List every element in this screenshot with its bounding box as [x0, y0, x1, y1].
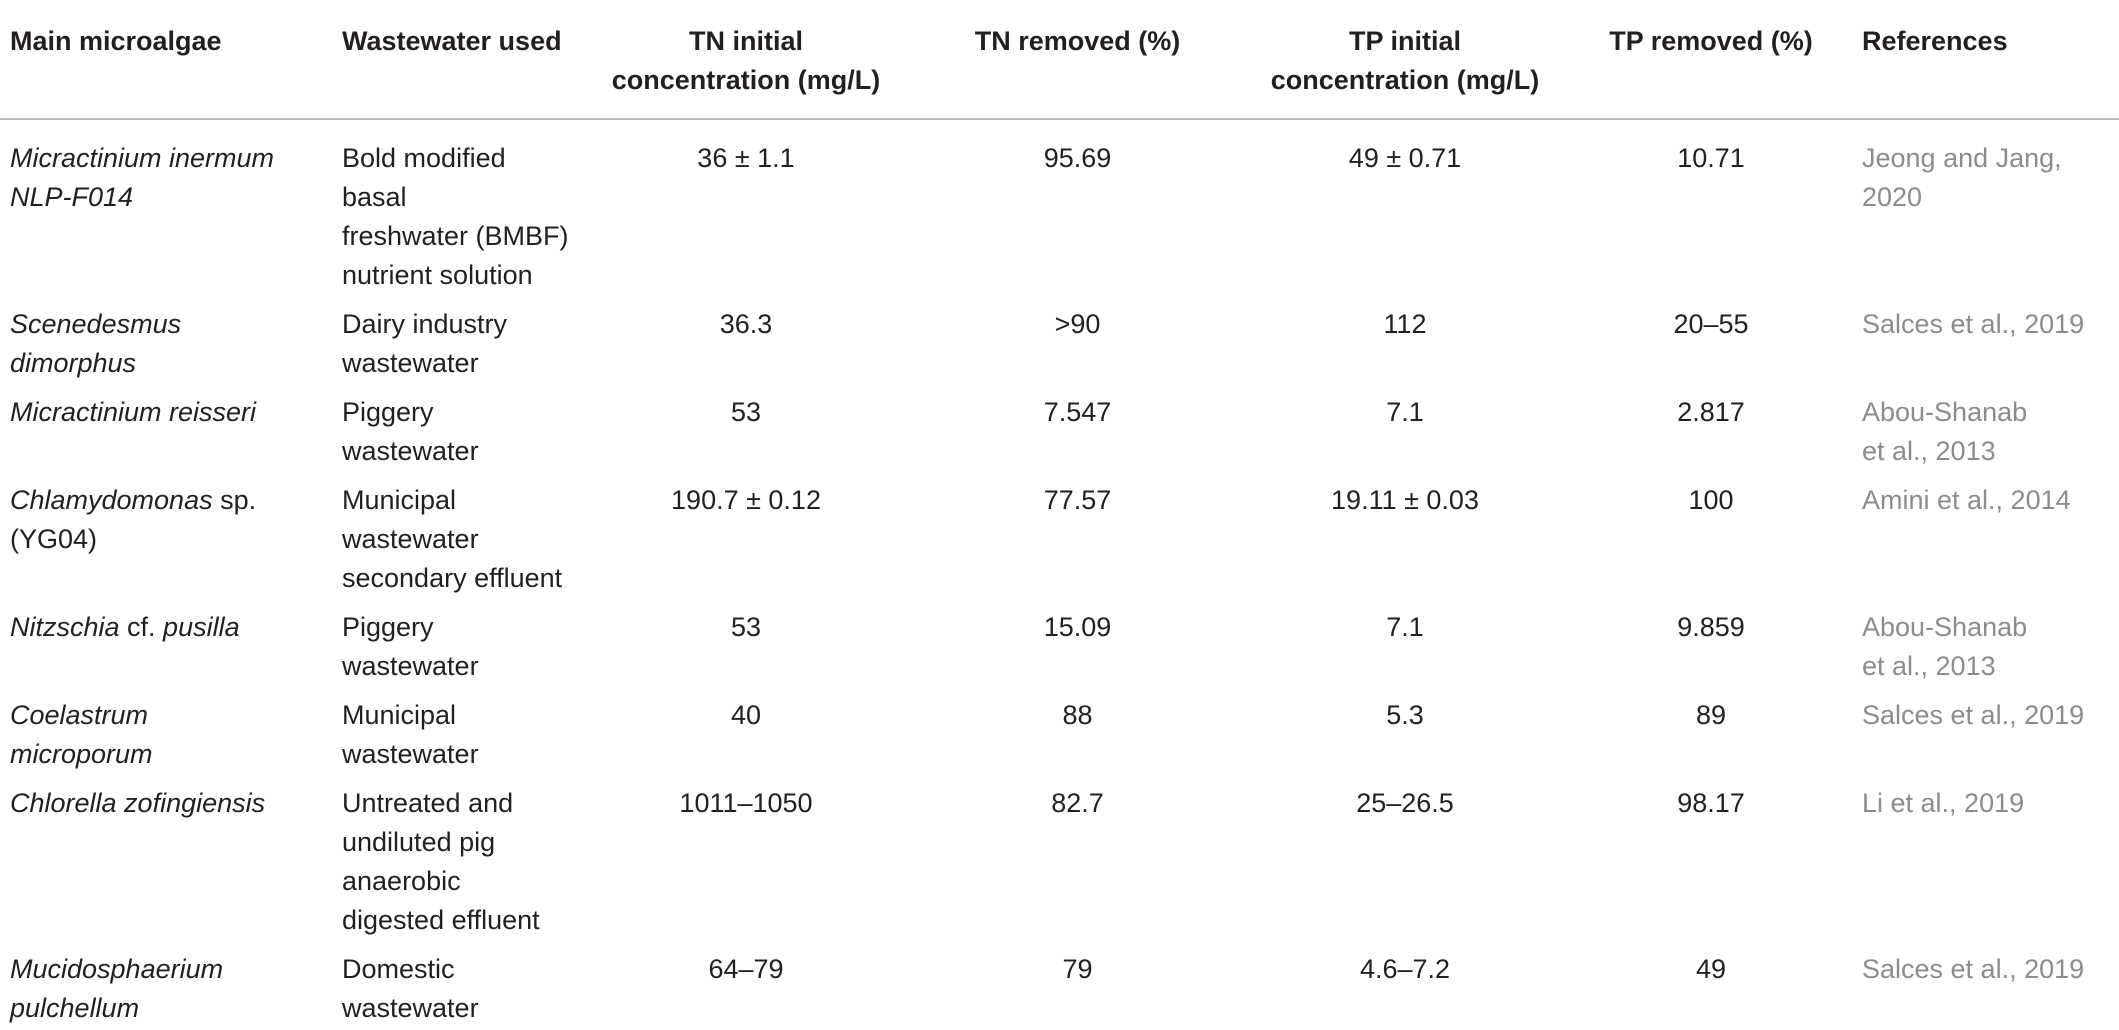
header-tn-initial-line2: concentration (mg/L) — [611, 65, 881, 95]
cell-tn-removed: 95.69 — [1043, 143, 1112, 173]
cell-wastewater: Piggery wastewater — [342, 397, 479, 466]
cell-tp-initial: 25–26.5 — [1356, 788, 1454, 818]
header-tn-removed: TN removed (%) — [915, 0, 1240, 120]
table-row: Chlorella zofingiensis Untreated and undi… — [0, 776, 2119, 942]
cell-microalgae: Chlamydomonas sp. (YG04) — [10, 485, 257, 554]
table-row: Scenedesmus dimorphus Dairy industry waste… — [0, 297, 2119, 385]
cell-wastewater: Bold modified basal freshwater (BMBF) nutr… — [342, 143, 569, 290]
cell-tp-removed: 89 — [1695, 700, 1727, 730]
cell-tn-initial: 190.7 ± 0.12 — [671, 485, 821, 515]
header-tp-removed: TP removed (%) — [1570, 0, 1852, 120]
cell-tp-removed: 9.859 — [1677, 612, 1745, 642]
cell-tn-removed: 77.57 — [1043, 485, 1112, 515]
cell-tn-initial: 40 — [730, 700, 762, 730]
header-row: Main microalgae Wastewater used TN initi… — [0, 0, 2119, 120]
cell-tn-removed: >90 — [1054, 309, 1101, 339]
cell-wastewater: Domestic wastewater — [342, 954, 479, 1023]
header-tn-initial-line1: TN initial — [689, 26, 803, 56]
cell-microalgae: Scenedesmus dimorphus — [10, 309, 182, 378]
cell-wastewater: Untreated and undiluted pig anaerobic dige… — [342, 788, 540, 935]
table-row: Mucidosphaerium pulchellum Domestic waste… — [0, 942, 2119, 1030]
cell-tn-removed: 79 — [1062, 954, 1093, 984]
cell-tp-initial: 19.11 ± 0.03 — [1331, 485, 1479, 515]
header-tp-initial: TP initial concentration (mg/L) — [1240, 0, 1570, 120]
cell-tp-removed: 98.17 — [1677, 788, 1745, 818]
header-wastewater-used: Wastewater used — [332, 0, 577, 120]
cell-reference[interactable]: Li et al., 2019 — [1862, 788, 2025, 818]
table-row: Chlamydomonas sp. (YG04) Municipal wastew… — [0, 473, 2119, 600]
cell-tp-initial: 49 ± 0.71 — [1348, 143, 1462, 173]
cell-tp-removed: 10.71 — [1677, 143, 1745, 173]
header-references: References — [1852, 0, 2119, 120]
cell-tn-initial: 53 — [730, 612, 762, 642]
cell-microalgae: Nitzschia cf. pusilla — [10, 612, 240, 642]
cell-tn-initial: 1011–1050 — [679, 788, 813, 818]
cell-wastewater: Dairy industry wastewater — [342, 309, 508, 378]
cell-reference[interactable]: Amini et al., 2014 — [1862, 485, 2071, 515]
cell-microalgae: Coelastrum microporum — [10, 700, 153, 769]
cell-reference[interactable]: Jeong and Jang, 2020 — [1862, 143, 2062, 212]
cell-reference[interactable]: Salces et al., 2019 — [1862, 700, 2085, 730]
cell-tp-removed: 20–55 — [1673, 309, 1749, 339]
header-tp-initial-line2: concentration (mg/L) — [1270, 65, 1540, 95]
cell-tp-removed: 100 — [1688, 485, 1734, 515]
table-row: Nitzschia cf. pusilla Piggery wastewater… — [0, 600, 2119, 688]
cell-tn-initial: 64–79 — [708, 954, 784, 984]
cell-tn-initial: 53 — [730, 397, 762, 427]
cell-tp-initial: 5.3 — [1386, 700, 1424, 730]
cell-tp-removed: 49 — [1695, 954, 1727, 984]
cell-reference[interactable]: Abou-Shanab et al., 2013 — [1862, 612, 2028, 681]
cell-microalgae: Micractinium inermum NLP-F014 — [10, 143, 275, 212]
cell-tn-removed: 82.7 — [1051, 788, 1104, 818]
table-row: Micractinium inermum NLP-F014 Bold modifi… — [0, 119, 2119, 297]
cell-reference[interactable]: Salces et al., 2019 — [1862, 309, 2085, 339]
header-main-microalgae: Main microalgae — [0, 0, 332, 120]
cell-wastewater: Piggery wastewater — [342, 612, 479, 681]
cell-tn-initial: 36.3 — [719, 309, 773, 339]
cell-wastewater: Municipal wastewater — [342, 700, 479, 769]
cell-microalgae: Mucidosphaerium pulchellum — [10, 954, 224, 1023]
cell-tp-initial: 7.1 — [1386, 397, 1424, 427]
cell-tp-initial: 7.1 — [1386, 612, 1424, 642]
cell-tn-removed: 7.547 — [1043, 397, 1112, 427]
cell-microalgae: Chlorella zofingiensis — [10, 788, 266, 818]
cell-reference[interactable]: Salces et al., 2019 — [1862, 954, 2085, 984]
cell-tn-removed: 15.09 — [1043, 612, 1112, 642]
table-row: Coelastrum microporum Municipal wastewate… — [0, 688, 2119, 776]
cell-tp-initial: 112 — [1383, 309, 1427, 339]
table-row: Micractinium reisseri Piggery wastewater… — [0, 385, 2119, 473]
cell-tn-removed: 88 — [1062, 700, 1093, 730]
header-tp-initial-line1: TP initial — [1348, 26, 1462, 56]
cell-reference[interactable]: Abou-Shanab et al., 2013 — [1862, 397, 2028, 466]
header-tn-initial: TN initial concentration (mg/L) — [577, 0, 915, 120]
cell-tn-initial: 36 ± 1.1 — [697, 143, 795, 173]
cell-microalgae: Micractinium reisseri — [10, 397, 257, 427]
cell-tp-initial: 4.6–7.2 — [1359, 954, 1451, 984]
cell-wastewater: Municipal wastewater secondary effluent — [342, 485, 563, 593]
cell-tp-removed: 2.817 — [1677, 397, 1745, 427]
